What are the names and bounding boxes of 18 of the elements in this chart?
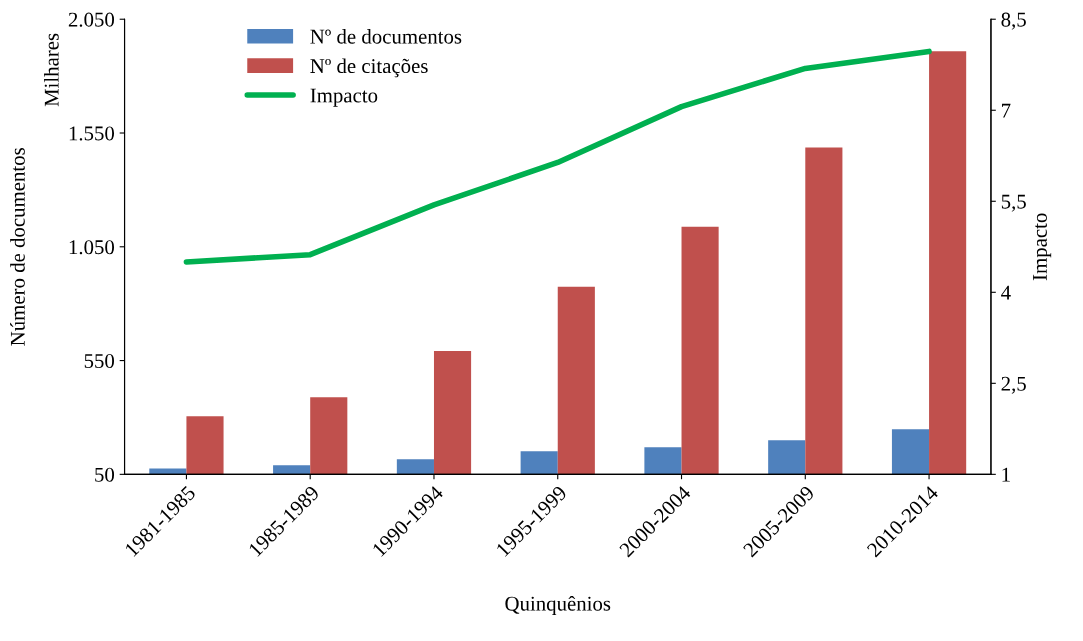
text: Milhares (44, 33, 59, 107)
y2-tick-label: 5,5 (1001, 194, 1026, 212)
y-axis-title: Número de documentos (10, 148, 25, 346)
y2-tick-label: 8,5 (1001, 12, 1026, 30)
y2-tick-label: 7 (1002, 103, 1011, 118)
y-tick-label: 50 (95, 467, 115, 482)
y-tick-label: 2.050 (68, 12, 115, 27)
x-axis-title: Quinquênios (505, 595, 611, 615)
y-tick-label: 1.050 (69, 240, 115, 255)
legend-label: Nº de documentos (310, 29, 462, 44)
legend-label: Nº de citações (310, 58, 428, 78)
y2-axis-title: Impacto (1033, 213, 1052, 281)
legend-label: Impacto (310, 88, 378, 107)
y-tick-label: 1.550 (69, 126, 115, 141)
y-tick-label: 550 (84, 353, 115, 368)
y2-tick-label: 2,5 (1001, 376, 1026, 394)
y2-tick-label: 1 (1002, 467, 1010, 482)
y2-tick-label: 4 (1001, 285, 1011, 300)
